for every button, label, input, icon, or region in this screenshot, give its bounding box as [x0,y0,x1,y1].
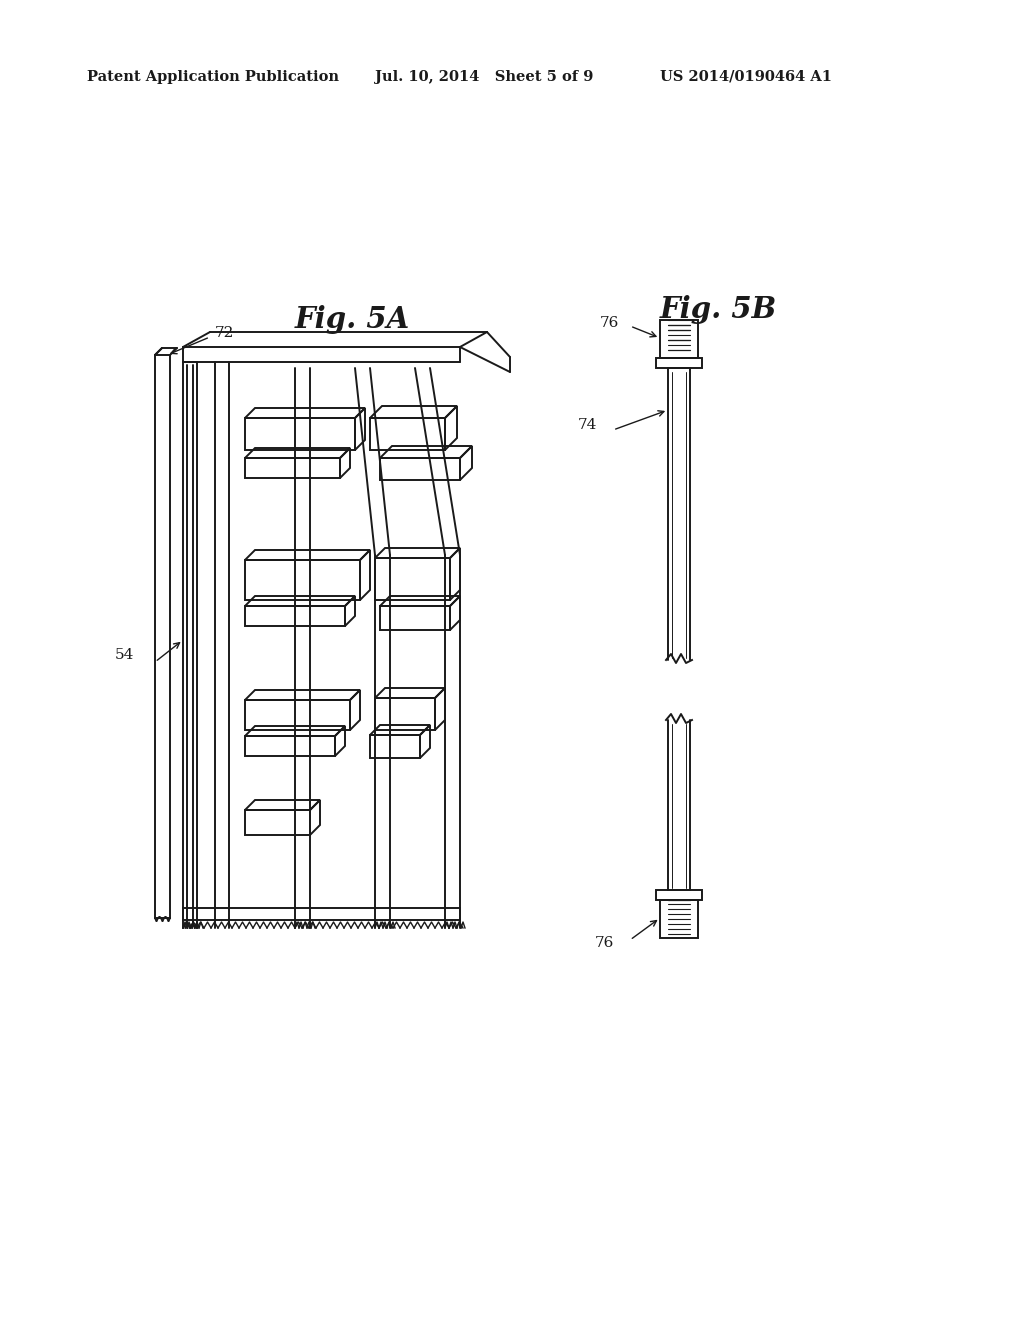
Text: 76: 76 [595,936,614,950]
Text: 76: 76 [600,315,620,330]
Text: Patent Application Publication: Patent Application Publication [87,70,339,84]
Text: US 2014/0190464 A1: US 2014/0190464 A1 [660,70,831,84]
Text: 54: 54 [115,648,134,663]
Text: Fig. 5B: Fig. 5B [660,296,777,325]
Text: Jul. 10, 2014   Sheet 5 of 9: Jul. 10, 2014 Sheet 5 of 9 [375,70,593,84]
Text: 72: 72 [215,326,234,341]
Text: 74: 74 [578,418,597,432]
Text: Fig. 5A: Fig. 5A [295,305,411,334]
